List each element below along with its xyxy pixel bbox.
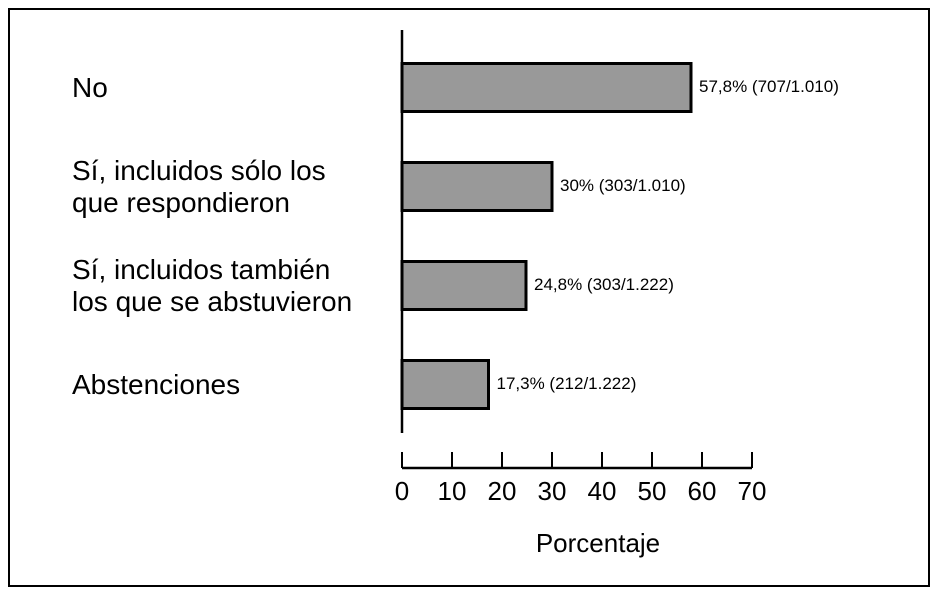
x-tick-label: 50 bbox=[638, 476, 667, 506]
value-label: 30% (303/1.010) bbox=[560, 176, 686, 195]
x-tick-label: 70 bbox=[738, 476, 767, 506]
value-label: 24,8% (303/1.222) bbox=[534, 275, 674, 294]
value-label: 57,8% (707/1.010) bbox=[699, 77, 839, 96]
category-label: Sí, incluidos también los que se abstuvi… bbox=[72, 253, 353, 317]
x-tick-label: 20 bbox=[488, 476, 517, 506]
category-label: Abstenciones bbox=[72, 368, 241, 400]
bar bbox=[400, 260, 528, 311]
x-tick-label: 30 bbox=[538, 476, 567, 506]
frame bbox=[8, 8, 930, 587]
x-tick-label: 60 bbox=[688, 476, 717, 506]
bar bbox=[400, 161, 554, 212]
category-label: Sí, incluidos sólo los que respondieron bbox=[72, 154, 326, 218]
x-tick-label: 40 bbox=[588, 476, 617, 506]
bar bbox=[400, 359, 490, 410]
x-tick-label: 10 bbox=[438, 476, 467, 506]
bar bbox=[400, 62, 693, 113]
x-axis-title: Porcentaje bbox=[536, 528, 660, 558]
value-label: 17,3% (212/1.222) bbox=[497, 374, 637, 393]
category-label: No bbox=[72, 71, 108, 103]
x-tick-label: 0 bbox=[395, 476, 409, 506]
